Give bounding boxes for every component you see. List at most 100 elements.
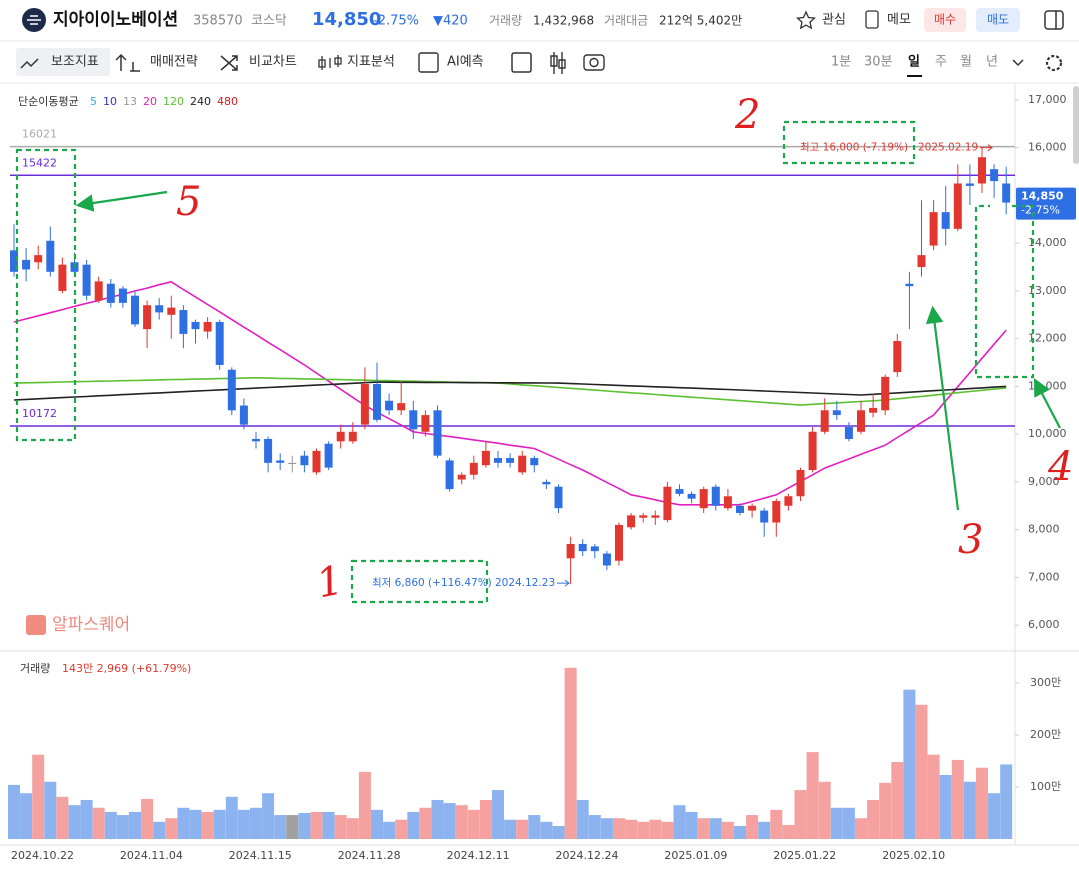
timeframe[interactable]: 주 (935, 55, 947, 70)
tool[interactable]: 보조지표 (51, 55, 99, 70)
candle-body (736, 505, 744, 513)
volume-bar (552, 825, 565, 839)
stock-code: 358570 (193, 14, 243, 29)
volume-bar (927, 754, 940, 839)
candle-body (699, 489, 708, 509)
memo-button[interactable]: 메모 (887, 13, 911, 28)
tool[interactable]: 비교차트 (249, 55, 297, 70)
volume-bar (516, 819, 529, 839)
volume-bar (830, 807, 843, 839)
candle-body (965, 183, 974, 186)
candle-body (118, 288, 127, 303)
candle-body (820, 410, 829, 432)
watermark: 알파스퀘어 (52, 615, 130, 635)
buy-button[interactable]: 매수 (934, 13, 956, 27)
draw-rect-tool[interactable] (511, 52, 532, 73)
reference-label: 15422 (22, 156, 57, 169)
star-icon[interactable] (795, 10, 817, 30)
x-tick-label: 2024.11.04 (120, 849, 183, 862)
volume-bar (879, 782, 892, 839)
candle-body (723, 496, 732, 509)
panel-icon[interactable] (1044, 10, 1064, 30)
y-tick-label: 300만 (1030, 676, 1061, 689)
sell-button[interactable]: 매도 (987, 13, 1009, 27)
candle-body (264, 438, 273, 463)
sell-button-bg[interactable] (976, 8, 1020, 32)
tool[interactable]: AI예측 (447, 55, 484, 70)
tool[interactable]: 매매전략 (150, 55, 198, 70)
tool[interactable]: 지표분석 (347, 55, 395, 70)
timeframe[interactable]: 1분 (831, 55, 851, 70)
candle-body (651, 515, 660, 518)
ma-legend-item: 240 (190, 95, 211, 108)
volume-bar (564, 667, 577, 839)
volume-bar (818, 781, 831, 839)
candle-body (276, 460, 285, 463)
ma-line (13, 381, 1007, 401)
x-tick-label: 2024.11.28 (338, 849, 401, 862)
candle-body (239, 405, 248, 425)
timeframe-more[interactable] (1012, 59, 1024, 67)
volume-title: 거래량 (20, 662, 50, 675)
tool-icon[interactable] (115, 53, 140, 72)
volume-bar (286, 815, 299, 839)
dashed-boxes (15, 120, 1035, 604)
candle-body (360, 384, 369, 425)
candle-body (82, 264, 91, 296)
candle-body (844, 427, 853, 439)
volume-bar (8, 784, 20, 839)
tool-icon[interactable] (418, 52, 439, 73)
y-tick-label: 12,000 (1028, 332, 1067, 345)
tool-icon[interactable] (220, 55, 238, 71)
volume-bar (407, 811, 420, 839)
volume-bar (576, 799, 589, 839)
volume-bar (237, 809, 250, 839)
volume-bar (588, 815, 601, 839)
candle-body (542, 481, 551, 485)
volume-bar (685, 811, 698, 839)
volume-bar (504, 819, 517, 839)
y-tick-label: 10,000 (1028, 427, 1067, 440)
volume-bar (891, 761, 904, 839)
candle-body (227, 369, 236, 411)
logo-glyph (27, 15, 41, 25)
volume-bar (80, 799, 93, 839)
memo-icon[interactable] (865, 10, 879, 29)
volume-bar (697, 818, 710, 839)
volume-bar (310, 811, 323, 839)
watch-button[interactable]: 관심 (822, 13, 846, 28)
tool-active-bg (16, 48, 110, 76)
timeframe[interactable]: 30분 (864, 55, 893, 70)
volume-bar (479, 799, 492, 839)
candle-body (397, 403, 406, 411)
ma-line (13, 281, 1007, 506)
candle-body (457, 474, 466, 480)
candle-body (143, 305, 152, 330)
candle-body (409, 410, 418, 430)
x-tick-label: 2024.12.24 (556, 849, 619, 862)
tool-icon[interactable] (318, 55, 342, 70)
price-tag (1016, 187, 1076, 220)
candle-body (627, 515, 636, 528)
candle-body (748, 505, 757, 511)
scrollbar[interactable] (1073, 86, 1079, 164)
y-tick-label: 17,000 (1028, 93, 1067, 106)
ma-legend-item: 10 (103, 95, 117, 108)
annotation-date: 2024.12.23 (495, 577, 555, 589)
settings-icon[interactable] (1045, 54, 1063, 72)
tool-icon[interactable] (20, 58, 39, 69)
buy-button-bg[interactable] (924, 8, 966, 32)
annotation-text: 최고 16,000 (-7.19%) (800, 142, 908, 154)
candle-body (203, 321, 212, 332)
candle-tool[interactable] (550, 52, 566, 74)
timeframe[interactable]: 년 (986, 55, 998, 70)
candle-body (881, 376, 890, 411)
candle-body (941, 212, 950, 229)
candle-body (566, 543, 575, 559)
ma-legend-item: 480 (217, 95, 238, 108)
timeframe-active[interactable]: 일 (908, 55, 920, 70)
timeframe[interactable]: 월 (960, 55, 972, 70)
highlight-box (782, 120, 916, 165)
candle-body (167, 307, 176, 315)
camera-tool[interactable] (583, 54, 605, 71)
